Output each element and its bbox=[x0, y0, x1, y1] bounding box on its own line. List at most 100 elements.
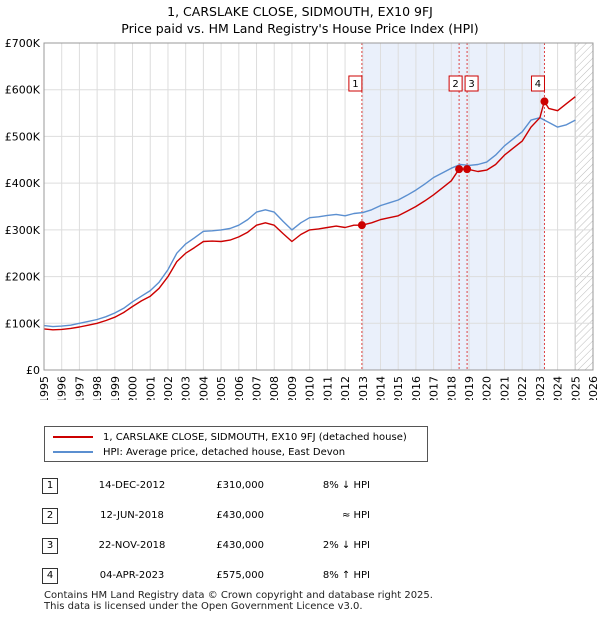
x-tick-label: 2012 bbox=[339, 376, 352, 400]
sale-marker-box: 2 bbox=[448, 75, 463, 92]
sale-date: 04-APR-2023 bbox=[99, 570, 165, 581]
sale-point bbox=[455, 165, 464, 174]
x-tick-label: 2024 bbox=[552, 376, 565, 400]
y-tick-label: £500K bbox=[5, 130, 41, 143]
x-tick-label: 2010 bbox=[304, 376, 317, 400]
sale-number-badge: 1 bbox=[42, 478, 58, 494]
y-tick-label: £0 bbox=[26, 364, 40, 377]
series-lines bbox=[43, 96, 576, 331]
x-tick-label: 1996 bbox=[56, 376, 69, 400]
footer-licence: This data is licensed under the Open Gov… bbox=[44, 601, 363, 612]
x-tick-label: 1999 bbox=[109, 376, 122, 400]
sale-hpi-relation: 8% ↑ HPI bbox=[322, 570, 370, 581]
footer: Contains HM Land Registry data © Crown c… bbox=[44, 590, 433, 612]
chart-title-block: 1, CARSLAKE CLOSE, SIDMOUTH, EX10 9FJ Pr… bbox=[0, 3, 600, 37]
x-tick-label: 2017 bbox=[428, 376, 441, 400]
sale-points bbox=[357, 97, 549, 230]
x-tick-label: 2018 bbox=[445, 376, 458, 400]
y-tick-label: £600K bbox=[5, 84, 41, 97]
sale-row: 3 22-NOV-2018 £430,000 2% ↓ HPI bbox=[42, 538, 462, 556]
sale-price: £430,000 bbox=[216, 510, 264, 521]
legend-item-property: 1, CARSLAKE CLOSE, SIDMOUTH, EX10 9FJ (d… bbox=[53, 431, 407, 445]
x-tick-label: 2002 bbox=[162, 376, 175, 400]
sale-number-badge: 3 bbox=[42, 538, 58, 554]
sale-price: £575,000 bbox=[216, 570, 264, 581]
x-tick-label: 1995 bbox=[38, 376, 51, 400]
x-tick-label: 2015 bbox=[392, 376, 405, 400]
x-tick-label: 2007 bbox=[251, 376, 264, 400]
y-tick-label: £700K bbox=[5, 37, 41, 50]
sale-hpi-relation: 8% ↓ HPI bbox=[322, 480, 370, 491]
x-tick-label: 2023 bbox=[534, 376, 547, 400]
marker-box-label: 2 bbox=[452, 79, 458, 90]
legend-swatch-hpi bbox=[53, 451, 93, 453]
y-tick-label: £200K bbox=[5, 271, 41, 284]
marker-box-frame bbox=[448, 75, 463, 92]
sale-marker-box: 1 bbox=[348, 75, 363, 92]
x-tick-label: 2004 bbox=[197, 376, 210, 400]
x-tick-label: 2025 bbox=[569, 376, 582, 400]
marker-box-frame bbox=[530, 75, 545, 92]
x-tick-label: 2011 bbox=[321, 376, 334, 400]
x-tick-label: 2014 bbox=[374, 376, 387, 400]
x-tick-label: 2000 bbox=[127, 376, 140, 400]
x-tick-label: 1997 bbox=[73, 376, 86, 400]
x-tick-label: 2006 bbox=[233, 376, 246, 400]
marker-box-label: 3 bbox=[468, 79, 474, 90]
sale-period-shade bbox=[361, 43, 545, 370]
x-tick-label: 2009 bbox=[286, 376, 299, 400]
property-price-line bbox=[43, 96, 576, 331]
marker-box-label: 1 bbox=[352, 79, 358, 90]
sale-number-badge: 2 bbox=[42, 508, 58, 524]
x-tick-label: 2020 bbox=[481, 376, 494, 400]
legend-label-hpi: HPI: Average price, detached house, East… bbox=[103, 447, 346, 458]
sale-row: 2 12-JUN-2018 £430,000 ≈ HPI bbox=[42, 508, 462, 526]
y-tick-label: £400K bbox=[5, 177, 41, 190]
x-tick-label: 2003 bbox=[180, 376, 193, 400]
hpi-line bbox=[43, 117, 576, 328]
sale-number-badge: 4 bbox=[42, 568, 58, 584]
x-tick-label: 1998 bbox=[91, 376, 104, 400]
sale-price: £310,000 bbox=[216, 480, 264, 491]
legend-swatch-property bbox=[53, 436, 93, 438]
chart-legend: 1, CARSLAKE CLOSE, SIDMOUTH, EX10 9FJ (d… bbox=[44, 426, 428, 462]
sale-point bbox=[463, 165, 472, 174]
x-tick-label: 2001 bbox=[144, 376, 157, 400]
forecast-region bbox=[575, 43, 593, 370]
sale-vertical-lines bbox=[361, 43, 545, 370]
x-tick-label: 2022 bbox=[516, 376, 529, 400]
marker-box-frame bbox=[348, 75, 363, 92]
marker-box-label: 4 bbox=[535, 79, 541, 90]
sale-row: 4 04-APR-2023 £575,000 8% ↑ HPI bbox=[42, 568, 462, 586]
sale-date: 12-JUN-2018 bbox=[100, 510, 164, 521]
sale-date: 22-NOV-2018 bbox=[98, 540, 166, 551]
x-tick-label: 2016 bbox=[410, 376, 423, 400]
sale-hpi-relation: 2% ↓ HPI bbox=[322, 540, 370, 551]
footer-copyright: Contains HM Land Registry data © Crown c… bbox=[44, 590, 433, 601]
sale-hpi-relation: ≈ HPI bbox=[341, 510, 370, 521]
sale-marker-box: 4 bbox=[530, 75, 545, 92]
plot-frame bbox=[43, 42, 594, 371]
chart-subtitle: Price paid vs. HM Land Registry's House … bbox=[121, 21, 479, 36]
chart-title: 1, CARSLAKE CLOSE, SIDMOUTH, EX10 9FJ bbox=[167, 4, 433, 19]
sale-row: 1 14-DEC-2012 £310,000 8% ↓ HPI bbox=[42, 478, 462, 496]
x-axis-ticks: 1995 1996 1997 1998 1999 2000 2001 2002 2003 2004… bbox=[38, 376, 600, 400]
sale-point bbox=[357, 221, 366, 230]
y-tick-label: £100K bbox=[5, 317, 41, 330]
x-tick-label: 2026 bbox=[587, 376, 600, 400]
sale-date: 14-DEC-2012 bbox=[98, 480, 166, 491]
sale-price: £430,000 bbox=[216, 540, 264, 551]
x-tick-label: 2013 bbox=[357, 376, 370, 400]
x-tick-label: 2021 bbox=[498, 376, 511, 400]
x-tick-label: 2005 bbox=[215, 376, 228, 400]
legend-label-property: 1, CARSLAKE CLOSE, SIDMOUTH, EX10 9FJ (d… bbox=[103, 432, 407, 443]
x-tick-label: 2019 bbox=[463, 376, 476, 400]
y-tick-label: £300K bbox=[5, 224, 41, 237]
sale-point bbox=[540, 97, 549, 106]
x-tick-label: 2008 bbox=[268, 376, 281, 400]
marker-box-frame bbox=[464, 75, 479, 92]
legend-item-hpi: HPI: Average price, detached house, East… bbox=[53, 446, 345, 460]
y-axis-ticks: £0 £100K £200K £300K £400K £500K £600K £700K bbox=[5, 37, 41, 377]
